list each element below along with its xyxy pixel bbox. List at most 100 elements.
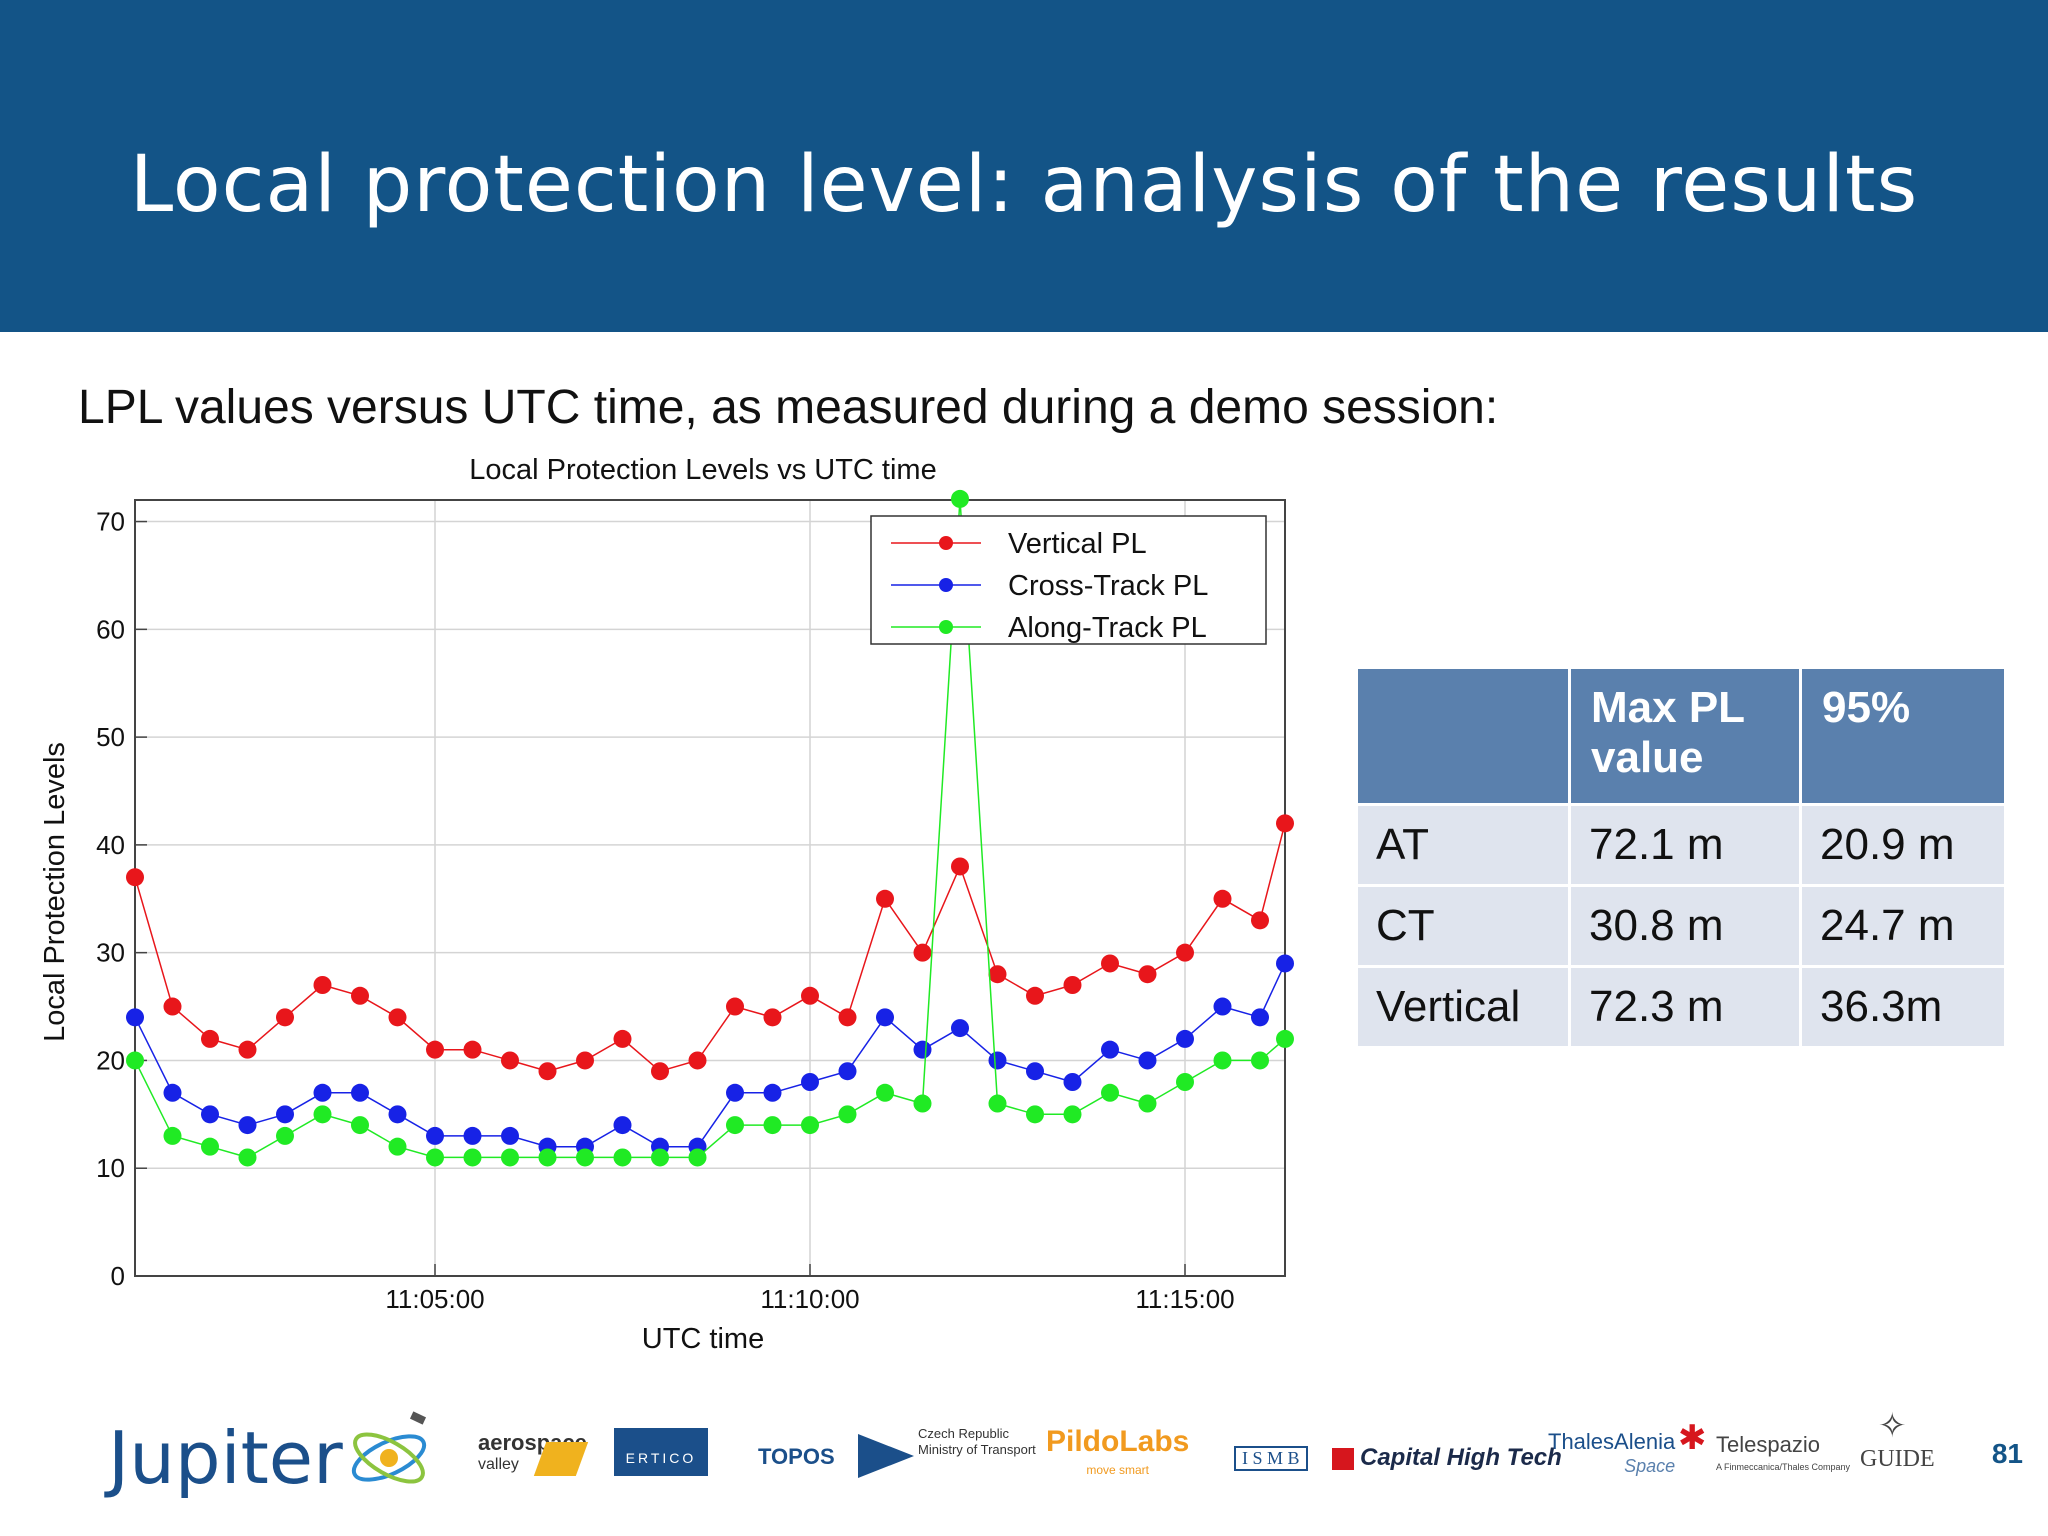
telespazio-logo: Telespazio A Finmeccanica/Thales Company [1716, 1434, 1850, 1478]
data-point [1063, 1105, 1082, 1124]
data-point [1101, 1083, 1119, 1102]
legend-label: Cross-Track PL [1008, 570, 1208, 602]
p95-cell: 36.3m [1802, 968, 2004, 1046]
row-label: CT [1358, 887, 1568, 965]
thales-sub: Space [1624, 1456, 1676, 1476]
data-point [838, 1062, 857, 1081]
data-point [726, 1083, 744, 1102]
series-line [134, 823, 1286, 1073]
data-point [913, 943, 932, 962]
series-group [126, 814, 1294, 1081]
table-row: Vertical 72.3 m 36.3m [1358, 968, 2004, 1046]
data-point [501, 1051, 519, 1070]
data-point [1026, 1105, 1044, 1124]
data-point [501, 1126, 519, 1145]
data-point [651, 1148, 669, 1167]
data-point [951, 1019, 969, 1038]
data-point [463, 1148, 482, 1167]
capital-text: Capital High Tech [1360, 1444, 1562, 1471]
y-tick-label: 10 [96, 1153, 125, 1183]
data-point [426, 1148, 444, 1167]
data-point [801, 986, 819, 1005]
data-point [988, 1051, 1007, 1070]
czech-line1: Czech Republic [918, 1426, 1010, 1441]
jupiter-logo: Jupiter [108, 1410, 441, 1500]
data-point [613, 1116, 632, 1135]
data-point [463, 1126, 482, 1145]
data-point [276, 1105, 294, 1124]
ismb-text: I S M B [1242, 1448, 1300, 1468]
partner-logos: Jupiter aerospace valley ERTICO TOPOS Cz… [0, 1390, 2048, 1510]
max-pl-cell: 30.8 m [1571, 887, 1799, 965]
legend-marker [939, 536, 953, 550]
data-point [763, 1116, 782, 1135]
data-point [613, 1029, 632, 1048]
data-point [913, 1094, 932, 1113]
data-point [313, 1105, 332, 1124]
data-point [688, 1148, 707, 1167]
legend-label: Along-Track PL [1008, 612, 1207, 644]
data-point [276, 1008, 294, 1027]
data-point [988, 1094, 1007, 1113]
data-point [1276, 1029, 1294, 1048]
data-point [726, 1116, 744, 1135]
data-point [876, 1083, 894, 1102]
data-point [388, 1137, 407, 1156]
y-axis-label: Local Protection Levels [39, 742, 71, 1042]
data-point [463, 1040, 482, 1059]
data-point [201, 1029, 219, 1048]
data-point [801, 1073, 819, 1091]
data-point [1026, 986, 1044, 1005]
data-point [1251, 1051, 1269, 1070]
data-point [538, 1062, 557, 1081]
title-bar: Local protection level: analysis of the … [0, 0, 2048, 332]
data-point [1276, 814, 1294, 833]
data-point [1063, 976, 1082, 994]
p95-cell: 24.7 m [1802, 887, 2004, 965]
data-point [1138, 1094, 1157, 1113]
chart-series [126, 489, 1294, 1167]
table-header-cell: Max PL value [1571, 669, 1799, 803]
data-point [876, 889, 894, 908]
x-axis-label: UTC time [642, 1323, 764, 1355]
data-point [576, 1051, 594, 1070]
row-label: AT [1358, 806, 1568, 884]
data-point [201, 1105, 219, 1124]
data-point [913, 1040, 932, 1059]
page-number: 81 [1991, 1438, 2023, 1469]
data-point [1063, 1073, 1082, 1091]
data-point [538, 1148, 557, 1167]
data-point [1213, 889, 1232, 908]
data-point [426, 1040, 444, 1059]
row-label: Vertical [1358, 968, 1568, 1046]
telespazio-sub: A Finmeccanica/Thales Company [1716, 1462, 1851, 1472]
data-point [276, 1126, 294, 1145]
data-point [1101, 1040, 1119, 1059]
data-point [801, 1116, 819, 1135]
data-point [651, 1062, 669, 1081]
pildolabs-text: PildoLabs [1046, 1425, 1190, 1458]
aerospace-valley-logo: aerospace valley [478, 1432, 587, 1476]
data-point [576, 1148, 594, 1167]
ertico-text: ERTICO [625, 1450, 697, 1466]
series-group [126, 954, 1294, 1156]
data-point [388, 1105, 407, 1124]
data-point [1101, 954, 1119, 973]
data-point [1213, 1051, 1232, 1070]
pildolabs-logo: PildoLabs move smart [1046, 1425, 1190, 1484]
chart-title: Local Protection Levels vs UTC time [469, 454, 936, 486]
capital-high-tech-logo: Capital High Tech [1360, 1444, 1562, 1472]
aerospace-sub: valley [478, 1456, 519, 1473]
data-point [613, 1148, 632, 1167]
x-axis: 11:05:00 11:10:00 11:15:00 [385, 1264, 1235, 1314]
data-point [951, 489, 969, 508]
topos-text: TOPOS [758, 1444, 835, 1469]
data-point [1251, 1008, 1269, 1027]
capital-square-icon [1332, 1448, 1354, 1470]
thales-text: ThalesAlenia [1548, 1429, 1676, 1454]
table-header-cell: 95% [1802, 669, 2004, 803]
data-point [201, 1137, 219, 1156]
data-point [163, 1126, 182, 1145]
telespazio-star-icon: ✱ [1678, 1418, 1707, 1458]
data-point [351, 986, 369, 1005]
